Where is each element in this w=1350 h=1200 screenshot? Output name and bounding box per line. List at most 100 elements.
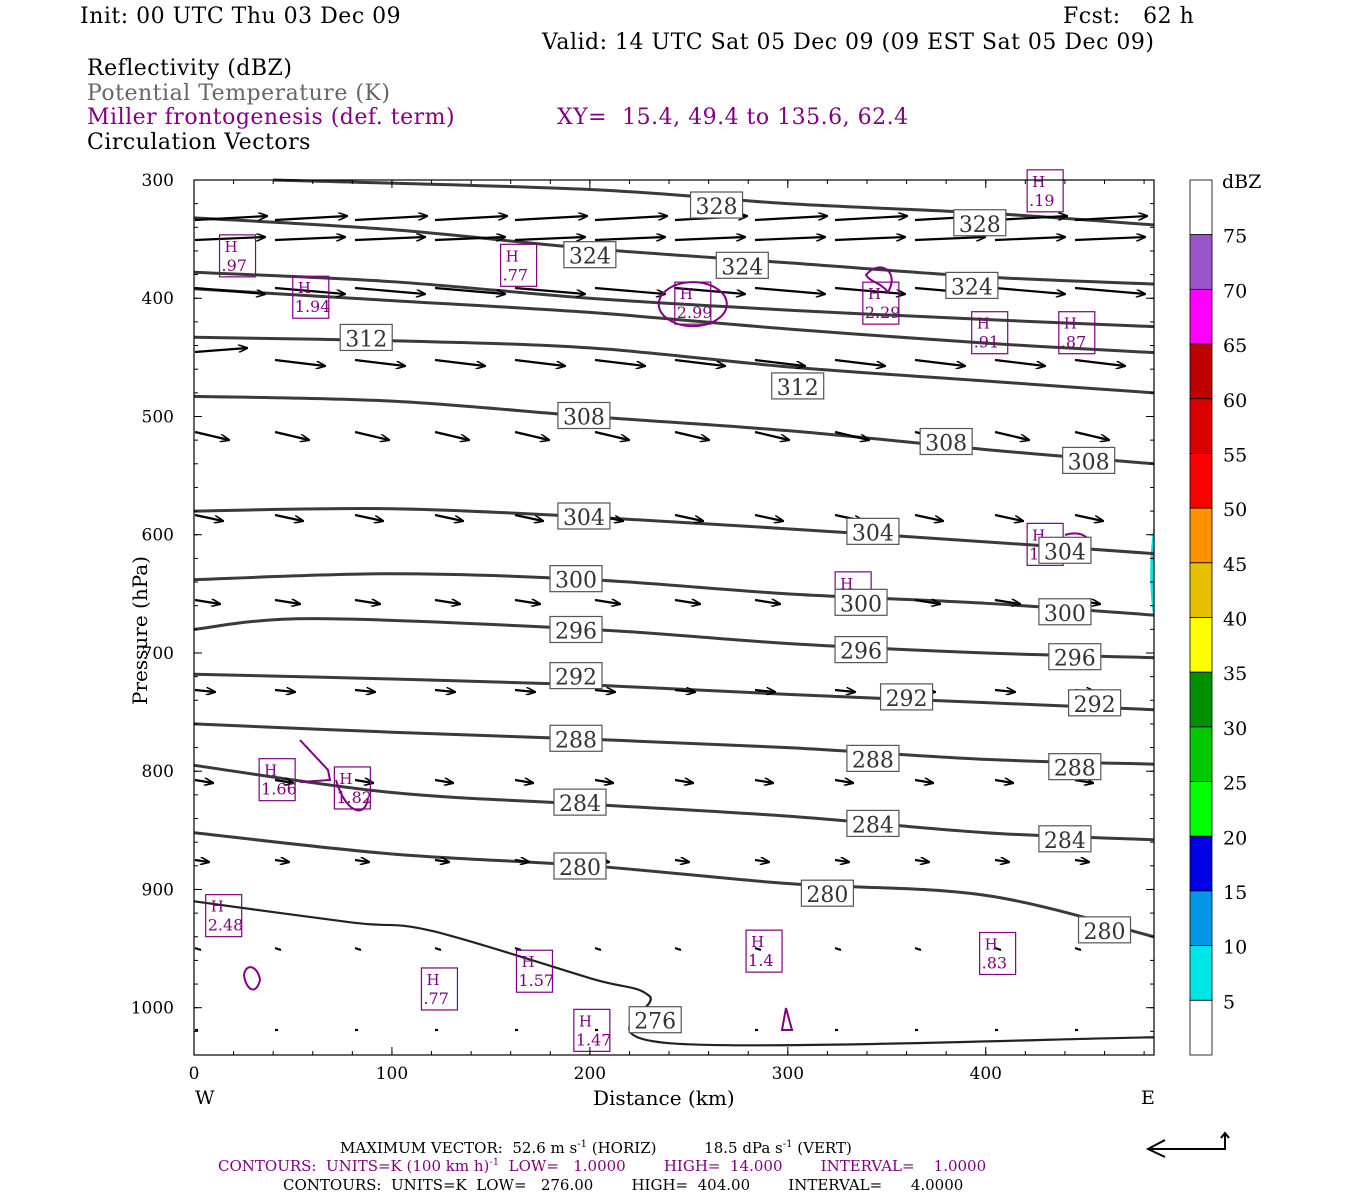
circulation-vector — [594, 216, 667, 222]
circulation-vector — [914, 946, 922, 952]
theta-label-box — [846, 744, 900, 772]
colorbar-level-label: 30 — [1223, 718, 1247, 740]
theta-label: 284 — [559, 792, 601, 817]
fronto-max-value: .77 — [503, 265, 528, 284]
circulation-vector — [754, 430, 789, 440]
fronto-max-value: 2.29 — [865, 303, 901, 322]
colorbar-level-label: 35 — [1223, 663, 1247, 685]
circulation-vector — [514, 860, 529, 862]
circulation-vector — [994, 780, 1013, 783]
colorbar-swatch — [1189, 999, 1213, 1056]
circulation-vector — [754, 946, 762, 952]
circulation-vector — [514, 216, 587, 222]
theta-label: 304 — [1044, 540, 1086, 565]
fronto-max-box — [862, 281, 900, 325]
fronto-max-h: H — [426, 971, 439, 989]
circulation-vector — [914, 237, 985, 240]
contours-fronto-text: CONTOURS: UNITS=K (100 km h)-1 LOW= 1.00… — [218, 1157, 987, 1175]
theta-label-box — [553, 788, 607, 816]
fronto-max-h: H — [868, 285, 881, 303]
legend-reflectivity: Reflectivity (dBZ) — [87, 56, 293, 81]
circulation-vector — [514, 237, 585, 240]
theta-label: 300 — [840, 592, 882, 617]
circulation-vector — [994, 216, 1067, 222]
theta-contour-296 — [193, 617, 1155, 660]
fronto-max-h: H — [339, 770, 352, 788]
colorbar-swatch — [1189, 671, 1213, 728]
theta-label: 292 — [555, 666, 597, 691]
fronto-max-value: .87 — [1061, 333, 1086, 352]
circulation-vector — [674, 860, 689, 862]
theta-label: 280 — [559, 856, 601, 881]
theta-label-box — [549, 565, 603, 593]
fronto-max-h: H — [977, 315, 990, 333]
circulation-vector — [274, 430, 309, 440]
circulation-vector — [674, 513, 703, 521]
circulation-vector — [434, 600, 460, 604]
theta-contour-328 — [273, 178, 1155, 227]
theta-label-box — [1048, 643, 1102, 671]
circulation-vector — [194, 237, 265, 240]
theta-label-box — [549, 615, 603, 644]
circulation-vector — [194, 780, 213, 783]
circulation-vector — [994, 860, 1009, 862]
fronto-max-h: H — [264, 762, 277, 780]
circulation-vector — [434, 780, 453, 783]
circulation-vector — [274, 690, 295, 692]
colorbar-level-label: 75 — [1223, 226, 1247, 248]
circulation-vector — [674, 237, 745, 240]
circulation-vector — [434, 690, 455, 692]
theta-contour-288 — [193, 722, 1155, 766]
fronto-max-box — [515, 949, 554, 993]
fronto-max-h: H — [579, 1012, 592, 1030]
circulation-vector — [194, 430, 229, 440]
circulation-vector — [754, 358, 805, 366]
theta-label: 324 — [721, 255, 763, 280]
theta-label-box — [953, 209, 1007, 237]
circulation-vector — [274, 358, 325, 366]
circulation-vector — [994, 513, 1023, 521]
circulation-vector — [354, 600, 380, 604]
theta-label: 292 — [886, 687, 928, 712]
theta-contour-line-2 — [193, 270, 1155, 329]
circulation-vector — [434, 946, 442, 952]
colorbar-swatch — [1189, 726, 1213, 782]
circulation-vector — [194, 860, 209, 862]
legend-theta: Potential Temperature (K) — [87, 81, 391, 106]
fronto-max-box — [500, 243, 538, 287]
colorbar-swatch — [1189, 453, 1213, 509]
theta-label: 280 — [1084, 920, 1126, 945]
theta-label-box — [1068, 689, 1122, 717]
colorbar-swatch — [1189, 617, 1213, 673]
circulation-vector — [754, 600, 780, 604]
circulation-vector — [594, 358, 645, 366]
theta-label: 276 — [634, 1010, 676, 1035]
circulation-vector — [754, 860, 769, 862]
theta-label: 296 — [840, 640, 882, 665]
theta-label-box — [834, 636, 888, 664]
theta-label-box — [1038, 598, 1092, 626]
theta-label: 324 — [569, 245, 611, 270]
circulation-vector — [354, 286, 425, 294]
fronto-max-h: H — [1064, 315, 1077, 333]
max-vector-text: MAXIMUM VECTOR: 52.6 m s-1 (HORIZ) 18.5 … — [340, 1139, 852, 1157]
init-time: Init: 00 UTC Thu 03 Dec 09 — [80, 4, 402, 29]
circulation-vector — [434, 237, 505, 240]
theta-label-box — [557, 401, 611, 430]
theta-contour-292 — [193, 672, 1155, 712]
theta-contour-324 — [193, 216, 1155, 286]
circulation-vector — [274, 237, 345, 240]
colorbar-level-label: 70 — [1223, 280, 1247, 302]
fronto-max-box — [1026, 169, 1064, 213]
y-tick-label: 1000 — [131, 999, 174, 1019]
fronto-max-box — [573, 1008, 611, 1052]
circulation-vector — [354, 237, 425, 240]
colorbar-swatch — [1189, 507, 1213, 564]
theta-label: 308 — [563, 405, 605, 430]
circulation-vector — [1074, 430, 1109, 440]
circulation-vector — [274, 860, 289, 862]
fronto-max-value: .97 — [222, 256, 247, 275]
theta-label: 300 — [1044, 602, 1086, 627]
colorbar-swatch — [1189, 398, 1213, 454]
